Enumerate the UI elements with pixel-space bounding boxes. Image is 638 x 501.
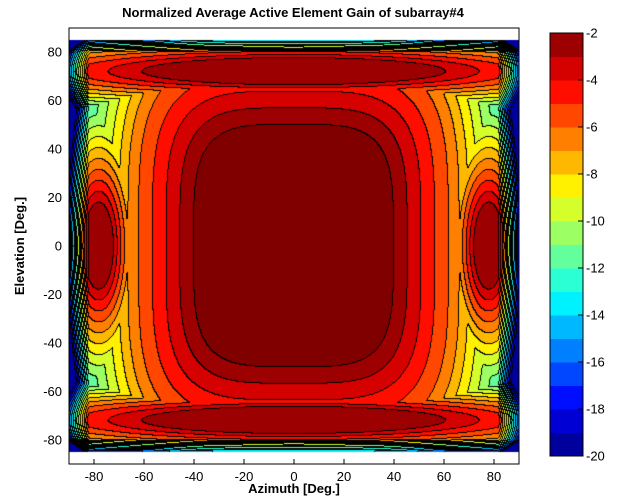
y-tick-label: -40 (43, 335, 62, 350)
colorbar-band (550, 315, 583, 339)
colorbar-band (550, 198, 583, 222)
colorbar-band (550, 339, 583, 363)
colorbar-band (550, 386, 583, 410)
colorbar-tick-label: -16 (586, 355, 605, 370)
colorbar-band (550, 292, 583, 316)
x-tick-label: -80 (85, 469, 104, 484)
colorbar-tick-label: -8 (586, 167, 598, 182)
colorbar-tick-label: -14 (586, 308, 605, 323)
colorbar-band (550, 245, 583, 269)
x-axis-title: Azimuth [Deg.] (248, 481, 340, 496)
y-tick-label: 60 (48, 93, 62, 108)
x-tick-label: 60 (437, 469, 451, 484)
y-tick-label: 80 (48, 45, 62, 60)
y-tick-label: 40 (48, 142, 62, 157)
colorbar-band (550, 174, 583, 198)
colorbar-band (550, 33, 583, 57)
y-tick-label: 0 (55, 239, 62, 254)
colorbar-band (550, 57, 583, 81)
colorbar-band (550, 221, 583, 245)
colorbar: -2 -4 -6 -8 -10 -12 -14 -16 -18 -20 (550, 26, 605, 464)
colorbar-bands (550, 33, 583, 457)
colorbar-band (550, 409, 583, 433)
y-axis-title: Elevation [Deg.] (12, 197, 27, 295)
y-tick-label: -80 (43, 432, 62, 447)
colorbar-tick-label: -18 (586, 402, 605, 417)
x-tick-label: -40 (185, 469, 204, 484)
colorbar-tick-label: -4 (586, 73, 598, 88)
x-tick-label: 80 (487, 469, 501, 484)
colorbar-tick-label: -2 (586, 26, 598, 41)
contour-fill (69, 28, 519, 464)
y-tick-label: 20 (48, 190, 62, 205)
colorbar-band (550, 80, 583, 104)
y-tick-label: -60 (43, 384, 62, 399)
colorbar-tick-label: -20 (586, 449, 605, 464)
colorbar-band (550, 151, 583, 175)
plot-area (69, 28, 519, 464)
y-tick-label: -20 (43, 287, 62, 302)
x-tick-label: 40 (387, 469, 401, 484)
colorbar-band (550, 433, 583, 457)
colorbar-band (550, 362, 583, 386)
colorbar-band (550, 104, 583, 128)
chart-title: Normalized Average Active Element Gain o… (122, 5, 465, 20)
colorbar-band (550, 268, 583, 292)
colorbar-tick-label: -10 (586, 214, 605, 229)
x-tick-label: -60 (135, 469, 154, 484)
colorbar-band (550, 127, 583, 151)
colorbar-tick-label: -6 (586, 120, 598, 135)
colorbar-tick-label: -12 (586, 261, 605, 276)
